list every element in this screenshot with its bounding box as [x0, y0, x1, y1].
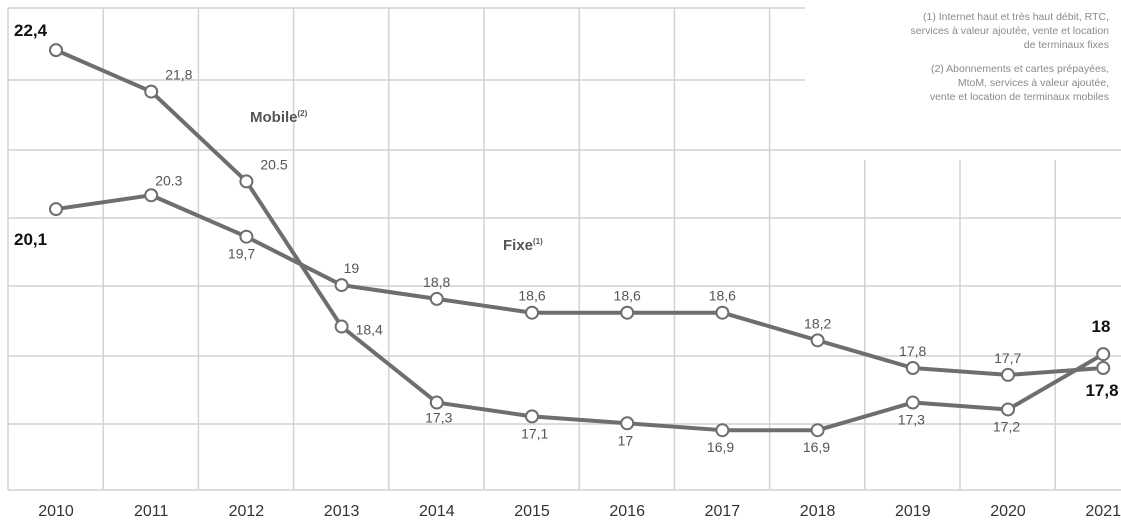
value-label-mobile: 17,3 [425, 410, 452, 426]
x-tick-label: 2011 [134, 503, 169, 520]
data-point-fixe [1001, 367, 1015, 382]
data-point-mobile [1096, 347, 1111, 362]
x-tick-label: 2010 [38, 503, 74, 520]
data-point-fixe [1096, 361, 1111, 375]
value-label-mobile: 21,8 [165, 67, 192, 83]
data-point-fixe [620, 305, 635, 320]
value-label-fixe: 18,6 [614, 288, 641, 304]
value-label-fixe: 17,7 [994, 350, 1021, 366]
value-label-mobile: 16,9 [803, 439, 830, 455]
footnote-1-line: de terminaux fixes [1023, 39, 1109, 51]
x-tick-label: 2015 [514, 503, 550, 520]
x-axis-ticks: 2010 2011 2012 2013 2014 2015 2016 2017 2018 2019… [38, 503, 1121, 520]
footnote-2: (2) Abonnements et cartes prépayées, Mto… [749, 62, 1109, 104]
value-label-fixe: 18,6 [518, 288, 545, 304]
value-label-mobile: 17,3 [898, 412, 925, 428]
data-point-fixe [49, 202, 63, 217]
footnote-2-line: vente et location de terminaux mobiles [929, 91, 1109, 103]
x-tick-label: 2014 [419, 503, 455, 520]
footnote-1-line: services à valeur ajoutée, vente et loca… [910, 25, 1109, 37]
x-tick-label: 2021 [1085, 503, 1121, 520]
data-point-mobile [715, 423, 730, 438]
value-label-fixe: 20.3 [155, 172, 182, 188]
value-label-fixe: 19 [344, 260, 360, 276]
data-point-fixe [810, 333, 825, 348]
series-name-fixe: Fixe(1) [503, 237, 543, 254]
footnote-2-line: (2) Abonnements et cartes prépayées, [930, 63, 1109, 75]
series-lines [54, 48, 1106, 433]
footnote-1: (1) Internet haut et très haut débit, RT… [749, 10, 1109, 52]
value-label-fixe: 18,2 [804, 315, 831, 331]
x-tick-label: 2013 [324, 503, 360, 520]
value-label-mobile: 18,4 [356, 322, 383, 338]
data-point-fixe [525, 305, 539, 320]
x-tick-label: 2012 [229, 503, 265, 520]
value-label-mobile: 17,2 [993, 418, 1020, 434]
value-label-mobile: 18 [1092, 317, 1111, 336]
data-point-fixe [239, 229, 254, 244]
data-point-mobile [144, 84, 159, 99]
x-tick-label: 2016 [609, 503, 645, 520]
data-point-mobile [49, 43, 63, 58]
data-point-fixe [905, 361, 920, 375]
value-label-fixe: 17,8 [899, 343, 926, 359]
series-name-mobile: Mobile(2) [250, 109, 308, 126]
data-point-mobile [334, 319, 349, 334]
x-tick-label: 2018 [800, 503, 836, 520]
footnote-1-line: (1) Internet haut et très haut débit, RT… [923, 11, 1109, 23]
value-label-fixe: 18,6 [709, 288, 736, 304]
data-point-fixe [334, 278, 349, 293]
series-line-fixe [54, 193, 1106, 377]
value-label-fixe: 17,8 [1085, 381, 1118, 400]
value-label-fixe: 20,1 [14, 230, 47, 249]
x-tick-label: 2017 [705, 503, 741, 520]
data-point-fixe [144, 188, 159, 203]
data-point-mobile [620, 416, 635, 431]
footnote-2-line: MtoM, services à valeur ajoutée, [957, 77, 1109, 89]
value-label-fixe: 19,7 [228, 246, 255, 262]
value-label-mobile: 17,1 [521, 425, 548, 441]
data-point-mobile [905, 395, 920, 410]
data-point-mobile [525, 409, 539, 424]
data-point-mobile [429, 395, 444, 410]
value-label-mobile: 17 [618, 432, 634, 448]
data-point-mobile [1001, 402, 1015, 417]
x-tick-label: 2019 [895, 503, 931, 520]
x-tick-label: 2020 [990, 503, 1026, 520]
value-label-fixe: 18,8 [423, 274, 450, 290]
data-point-fixe [429, 291, 444, 306]
value-label-mobile: 22,4 [14, 21, 48, 40]
data-point-mobile [239, 174, 254, 189]
value-labels: 22,4 21,8 20.5 18,4 17,3 17,1 17 16,9 16,9 17,3 17… [14, 21, 1119, 455]
value-label-mobile: 16,9 [707, 439, 734, 455]
data-points [49, 43, 1111, 438]
value-label-mobile: 20.5 [260, 156, 287, 172]
data-point-fixe [715, 305, 730, 320]
data-point-mobile [810, 423, 825, 438]
series-line-mobile [54, 48, 1106, 433]
